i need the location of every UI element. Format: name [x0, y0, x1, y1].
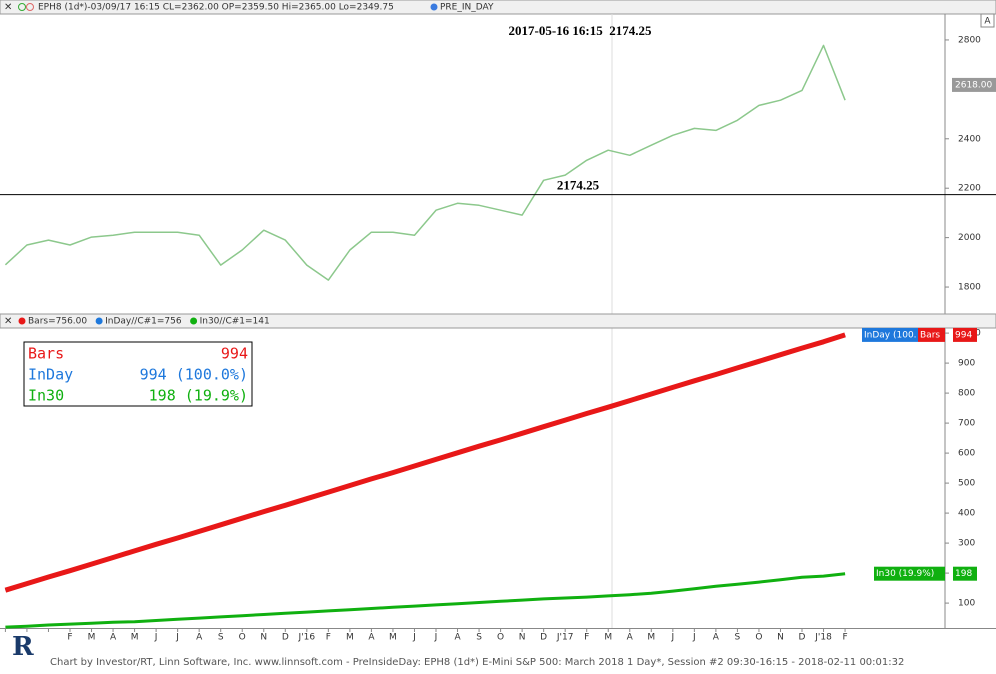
axis-button-label[interactable]: A: [984, 17, 991, 27]
legend-swatch: [190, 317, 198, 325]
x-tick-label: M: [604, 633, 612, 643]
y-tick-label: 2200: [958, 184, 981, 194]
data-line: [4, 332, 846, 593]
x-tick-label: J: [154, 633, 158, 643]
y-tick-label: 700: [958, 419, 975, 429]
legend-entry[interactable]: In30//C#1=141: [200, 317, 270, 327]
x-tick-label: M: [346, 633, 354, 643]
end-tag-label: In30 (19.9%): [876, 569, 934, 579]
x-tick-label: D: [282, 633, 289, 643]
legend-table-name: In30: [28, 387, 64, 405]
study-label[interactable]: PRE_IN_DAY: [440, 3, 494, 13]
x-tick-label: J'16: [298, 633, 316, 643]
y-tick-label: 300: [958, 539, 975, 549]
x-tick-label: A: [368, 633, 375, 643]
x-tick-label: D: [540, 633, 547, 643]
legend-swatch: [18, 317, 26, 325]
panel-header: [0, 313, 996, 329]
icon: [18, 3, 26, 11]
x-tick-label: F: [584, 633, 589, 643]
y-tick-label: 600: [958, 449, 975, 459]
annotation: 2017-05-16 16:15 2174.25: [509, 23, 652, 38]
legend-table-value: 994 (100.0%): [140, 366, 248, 384]
x-tick-label: N: [519, 633, 526, 643]
axis-button[interactable]: [980, 13, 995, 28]
x-tick-label: J: [412, 633, 416, 643]
logo: [2, 632, 42, 668]
logo-mark: R: [12, 632, 34, 662]
legend-table-name: Bars: [28, 345, 64, 363]
footer: Chart by Investor/RT, Linn Software, Inc…: [50, 657, 904, 668]
y-tick-label: 100: [958, 599, 975, 609]
x-tick-label: S: [735, 633, 741, 643]
y-tick-label: 900: [958, 359, 975, 369]
x-tick-label: O: [239, 633, 246, 643]
x-tick-label: J'18: [814, 633, 832, 643]
x-tick-label: D: [799, 633, 806, 643]
y-tick-label: 2800: [958, 35, 981, 45]
legend-table-value: 198 (19.9%): [149, 387, 248, 405]
x-tick-label: N: [260, 633, 267, 643]
x-tick-label: A: [454, 633, 461, 643]
x-tick-label: F: [326, 633, 331, 643]
legend-box: [23, 341, 253, 407]
x-tick-label: A: [627, 633, 634, 643]
y-tick-label: 2000: [958, 233, 981, 243]
x-tick-label: S: [218, 633, 224, 643]
x-tick-label: M: [647, 633, 655, 643]
last-price-label: 2618.00: [955, 80, 992, 90]
panel-header: [0, 0, 996, 15]
end-tag: [918, 327, 945, 342]
end-tag: [862, 327, 918, 342]
end-tag-label: 994: [955, 330, 972, 340]
x-tick-label: M: [131, 633, 139, 643]
x-tick-label: A: [713, 633, 720, 643]
x-tick-label: F: [67, 633, 72, 643]
legend-table-name: InDay: [28, 366, 73, 384]
end-tag: [874, 566, 945, 581]
end-tag: [953, 566, 977, 581]
x-tick-label: S: [476, 633, 482, 643]
close-button[interactable]: ✕: [4, 316, 12, 327]
end-tag-label: Bars: [920, 330, 940, 340]
x-tick-label: O: [755, 633, 762, 643]
x-tick-label: M: [389, 633, 397, 643]
x-tick-label: J: [175, 633, 179, 643]
x-tick-label: J'17: [556, 633, 574, 643]
x-tick-label: F: [842, 633, 847, 643]
x-tick-label: J: [434, 633, 438, 643]
legend-swatch: [95, 317, 103, 325]
y-tick-label: 800: [958, 389, 975, 399]
x-tick-label: M: [88, 633, 96, 643]
x-tick-label: A: [110, 633, 117, 643]
x-tick-label: J: [671, 633, 675, 643]
last-price-box: [952, 77, 996, 92]
legend-table-value: 994: [221, 345, 248, 363]
y-tick-label: 400: [958, 509, 975, 519]
axis-line: [0, 628, 996, 629]
x-tick-label: N: [777, 633, 784, 643]
data-line: [5, 572, 846, 629]
legend-entry[interactable]: Bars=756.00: [28, 317, 87, 327]
x-tick-label: J: [692, 633, 696, 643]
data-line: [4, 44, 846, 281]
icon: [26, 3, 34, 11]
symbol-header: EPH8 (1d*)-03/09/17 16:15 CL=2362.00 OP=…: [38, 3, 394, 13]
close-button[interactable]: ✕: [4, 2, 12, 13]
end-tag: [953, 327, 977, 342]
icon: [430, 3, 438, 11]
crosshair-label: 2174.25: [557, 178, 600, 193]
y-tick-label: 500: [958, 479, 975, 489]
x-tick-label: A: [196, 633, 203, 643]
x-tick-label: O: [497, 633, 504, 643]
legend-entry[interactable]: InDay//C#1=756: [105, 317, 182, 327]
end-tag-label: InDay (100.: [864, 330, 917, 340]
end-tag-label: 198: [955, 569, 972, 579]
y-tick-label: 1800: [958, 283, 981, 293]
y-tick-label: 2400: [958, 134, 981, 144]
